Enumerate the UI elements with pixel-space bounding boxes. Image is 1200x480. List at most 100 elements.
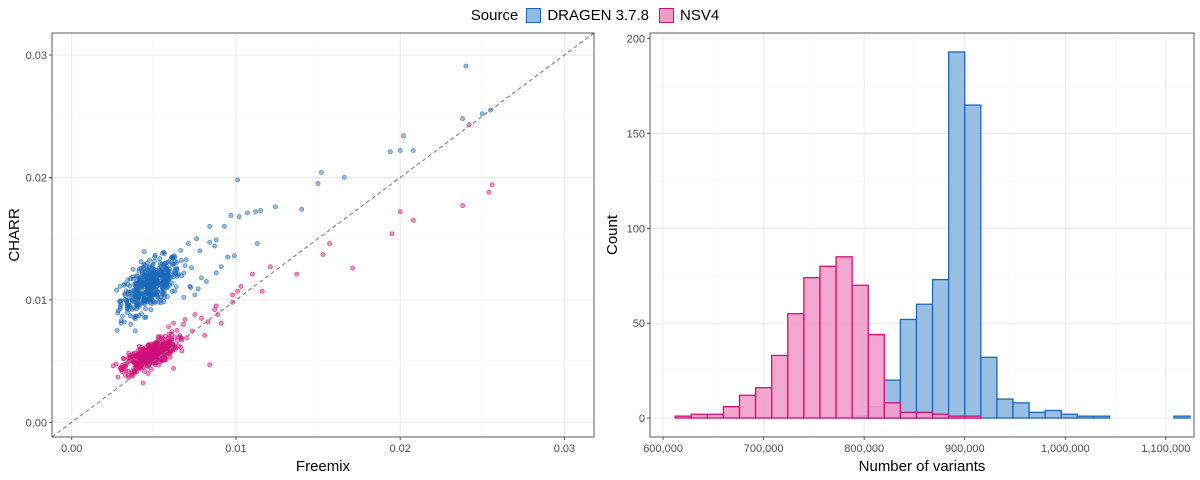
- scatter-point: [134, 353, 140, 359]
- scatter-point: [192, 312, 198, 317]
- scatter-point: [199, 315, 204, 321]
- scatter-point: [149, 367, 154, 372]
- y-tick-label: 50: [633, 318, 645, 330]
- y-tick-label: 0: [639, 413, 645, 425]
- histogram-bar: [787, 313, 805, 419]
- scatter-point: [489, 182, 495, 188]
- identity-line: [51, 32, 595, 438]
- histogram-bar: [1028, 411, 1046, 419]
- scatter-point: [141, 249, 147, 254]
- scatter-point: [152, 343, 158, 349]
- histogram-bar: [738, 394, 757, 419]
- series-nsv4-bars: [674, 256, 982, 419]
- scatter-point: [161, 280, 167, 285]
- scatter-point: [163, 357, 169, 363]
- scatter-point: [145, 371, 151, 376]
- y-axis-title: Count: [604, 214, 621, 255]
- scatter-point: [397, 148, 403, 153]
- scatter-point: [166, 340, 172, 346]
- scatter-point: [152, 258, 157, 264]
- histogram-bar: [964, 104, 982, 419]
- scatter-point: [131, 359, 136, 365]
- scatter-point: [161, 347, 167, 353]
- series-nsv4-points: [110, 122, 495, 386]
- scatter-point: [238, 284, 244, 289]
- legend-swatch-dragen: [526, 7, 542, 23]
- series-dragen-points: [114, 63, 493, 334]
- scatter-point: [152, 291, 158, 297]
- scatter-point: [158, 357, 164, 363]
- scatter-point: [179, 348, 185, 354]
- scatter-point: [350, 265, 355, 271]
- scatter-point: [175, 272, 181, 278]
- scatter-point: [117, 299, 122, 305]
- scatter-point: [245, 210, 250, 216]
- scatter-point: [132, 328, 138, 334]
- x-tick-label: 900,000: [945, 443, 985, 455]
- scatter-point: [178, 344, 183, 350]
- scatter-point: [479, 111, 485, 117]
- scatter-point: [154, 350, 160, 355]
- scatter-point: [132, 288, 138, 294]
- legend-item-nsv4: NSV4: [659, 7, 719, 24]
- scatter-point: [153, 286, 159, 292]
- scatter-point: [141, 356, 147, 362]
- legend-title: Source: [470, 6, 519, 24]
- scatter-point: [182, 317, 188, 322]
- scatter-point: [148, 356, 154, 361]
- scatter-point: [139, 351, 145, 357]
- scatter-point: [118, 320, 124, 326]
- histogram-panel: 600,000 700,000 800,000 900,000 1,000,000 1,1…: [604, 32, 1195, 475]
- scatter-point: [181, 270, 187, 276]
- scatter-point: [222, 224, 227, 229]
- histogram-bar: [915, 303, 934, 419]
- scatter-point: [134, 283, 140, 288]
- x-tick-label: 800,000: [844, 443, 884, 455]
- scatter-point: [272, 204, 278, 210]
- histogram-bar: [1076, 415, 1095, 419]
- scatter-point: [136, 268, 142, 274]
- scatter-point: [169, 289, 175, 294]
- scatter-point: [299, 206, 305, 212]
- scatter-point: [171, 366, 176, 371]
- scatter-point: [212, 243, 217, 249]
- scatter-point: [123, 368, 129, 374]
- scatter-point: [231, 253, 237, 259]
- scatter-point: [118, 365, 124, 371]
- histogram-bar: [947, 415, 966, 419]
- histogram-bar: [690, 413, 708, 419]
- scatter-point: [460, 203, 466, 209]
- scatter-point: [134, 306, 140, 312]
- scatter-point: [315, 181, 321, 186]
- scatter-point: [157, 256, 163, 262]
- scatter-point: [166, 324, 172, 330]
- x-tick-label: 0.01: [225, 443, 246, 455]
- scatter-point: [187, 284, 193, 289]
- histogram-bar: [883, 402, 902, 419]
- scatter-point: [185, 241, 191, 246]
- scatter-point: [125, 368, 131, 374]
- histogram-bar: [851, 284, 869, 419]
- scatter-point: [126, 294, 132, 300]
- scatter-point: [120, 313, 125, 319]
- scatter-point: [486, 189, 492, 195]
- scatter-point: [151, 268, 157, 274]
- scatter-point: [175, 338, 180, 343]
- scatter-point: [154, 274, 160, 279]
- scatter-point: [294, 271, 300, 277]
- scatter-point: [125, 277, 131, 283]
- scatter-point: [145, 283, 151, 289]
- scatter-point: [124, 301, 130, 307]
- scatter-point: [192, 292, 198, 298]
- scatter-point: [138, 259, 144, 265]
- histogram-bar: [915, 411, 934, 419]
- scatter-point: [197, 248, 203, 254]
- scatter-point: [123, 373, 128, 378]
- scatter-point: [138, 273, 144, 279]
- scatter-point: [154, 348, 159, 354]
- scatter-point: [389, 231, 395, 237]
- histogram-bar: [674, 415, 692, 419]
- scatter-point: [132, 368, 137, 374]
- x-tick-label: 700,000: [744, 443, 784, 455]
- scatter-point: [133, 273, 139, 279]
